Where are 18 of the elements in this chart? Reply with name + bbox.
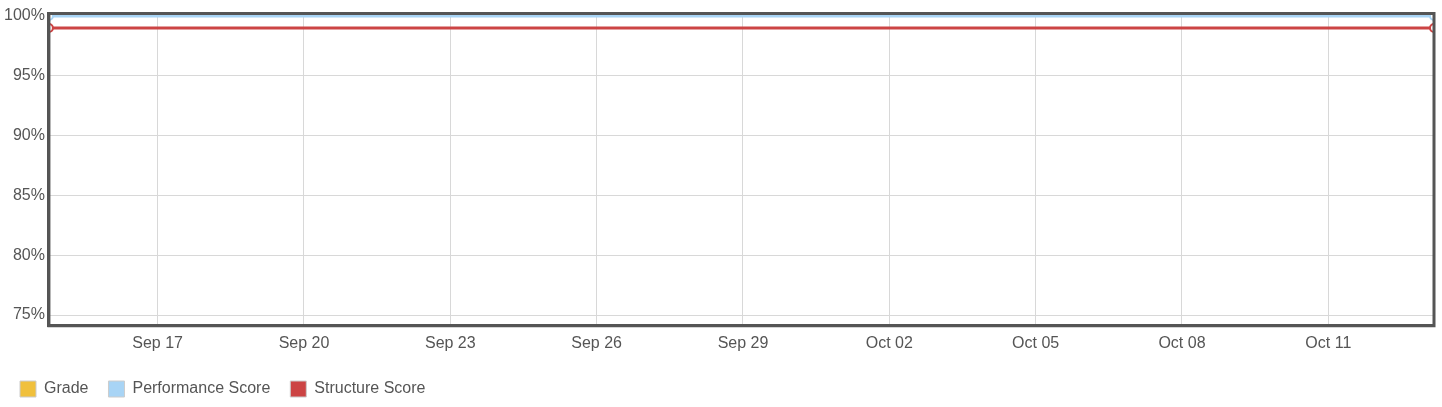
y-tick-label: 95%	[12, 66, 45, 84]
x-tick-label: Oct 05	[1012, 333, 1060, 351]
y-tick-label: 85%	[12, 185, 45, 203]
x-tick-label: Sep 17	[132, 333, 184, 351]
x-tick-label: Oct 08	[1158, 333, 1206, 351]
x-tick-label: Sep 23	[424, 333, 476, 351]
legend-label: Structure Score	[314, 379, 426, 397]
x-tick-label: Oct 11	[1305, 333, 1352, 351]
x-tick-label: Sep 20	[278, 333, 330, 351]
y-tick-label: 75%	[12, 305, 45, 323]
y-tick-label: 80%	[12, 245, 45, 263]
y-tick-label: 90%	[12, 126, 45, 144]
legend-label: Performance Score	[132, 379, 271, 397]
x-tick-label: Sep 29	[717, 333, 769, 351]
legend-label: Grade	[44, 379, 89, 397]
y-tick-label: 100%	[4, 6, 45, 24]
x-tick-label: Sep 26	[571, 333, 623, 351]
x-tick-label: Oct 02	[865, 333, 913, 351]
